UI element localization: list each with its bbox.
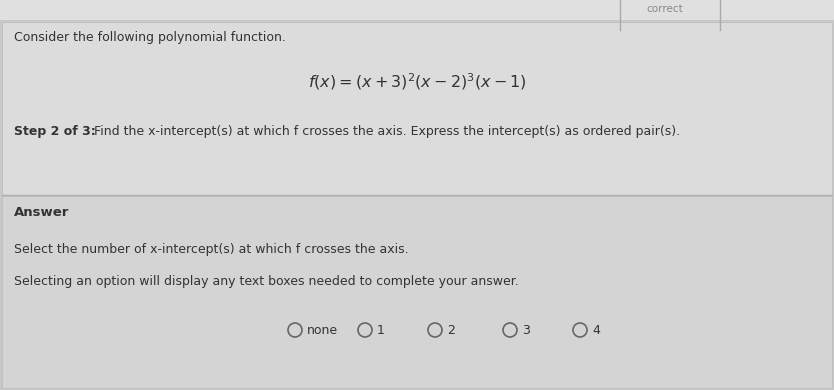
Text: Consider the following polynomial function.: Consider the following polynomial functi…: [14, 32, 286, 44]
Text: 1: 1: [377, 323, 384, 337]
Text: 2: 2: [447, 323, 455, 337]
FancyBboxPatch shape: [2, 196, 832, 388]
Text: Answer: Answer: [14, 206, 69, 218]
Text: 3: 3: [522, 323, 530, 337]
Text: correct: correct: [646, 4, 683, 14]
Text: Find the x-intercept(s) at which f crosses the axis. Express the intercept(s) as: Find the x-intercept(s) at which f cross…: [90, 126, 680, 138]
Text: Step 2 of 3:: Step 2 of 3:: [14, 126, 96, 138]
Text: none: none: [307, 323, 338, 337]
Text: Selecting an option will display any text boxes needed to complete your answer.: Selecting an option will display any tex…: [14, 275, 519, 289]
Text: $f(x) = (x + 3)^2(x - 2)^3(x - 1)$: $f(x) = (x + 3)^2(x - 2)^3(x - 1)$: [308, 72, 526, 92]
FancyBboxPatch shape: [0, 0, 834, 20]
Text: Select the number of x-intercept(s) at which f crosses the axis.: Select the number of x-intercept(s) at w…: [14, 243, 409, 257]
Text: 4: 4: [592, 323, 600, 337]
FancyBboxPatch shape: [2, 22, 832, 195]
